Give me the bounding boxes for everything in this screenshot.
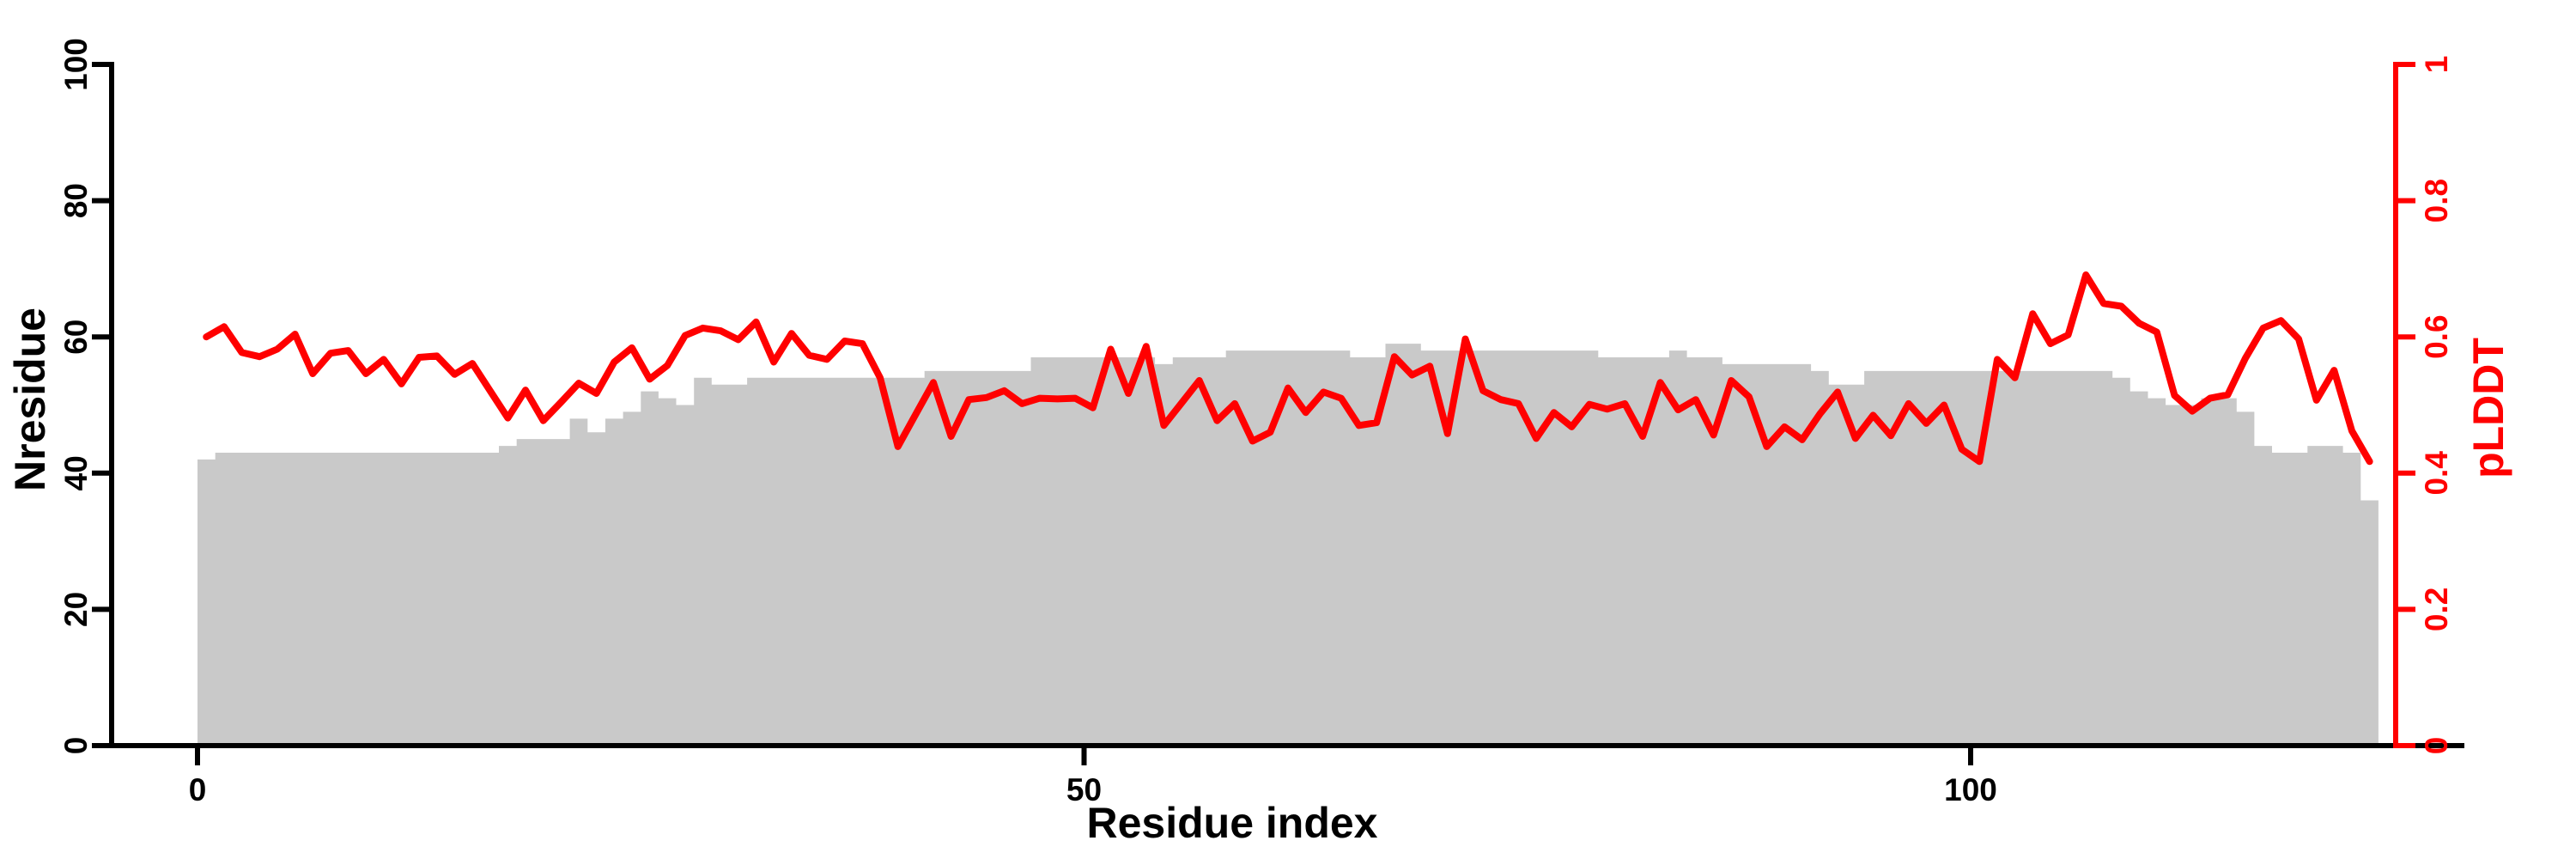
x-tick-label: 50: [1066, 772, 1102, 807]
y-right-tick-label: 1: [2419, 56, 2454, 74]
x-axis-title: Residue index: [1087, 799, 1378, 847]
y-left-axis-title: Nresidue: [6, 308, 54, 491]
nresidue-bars: [197, 344, 2379, 746]
y-left-tick-label: 80: [58, 183, 94, 218]
y-right-tick-label: 0: [2419, 737, 2454, 755]
y-right-tick-label: 0.4: [2419, 451, 2454, 496]
y-left-tick-label: 60: [58, 320, 94, 355]
y-left-tick-label: 40: [58, 455, 94, 490]
y-right-tick-label: 0.8: [2419, 179, 2454, 222]
y-left-tick-label: 100: [58, 38, 94, 91]
y-right-axis-title: pLDDT: [2464, 338, 2512, 478]
x-tick-label: 100: [1944, 772, 1997, 807]
y-right-tick-label: 0.2: [2419, 588, 2454, 631]
x-tick-label: 0: [189, 772, 207, 807]
y-right-tick-label: 0.6: [2419, 314, 2454, 358]
y-left-tick-label: 20: [58, 592, 94, 627]
plddt-line: [203, 271, 2373, 466]
y-left-tick-label: 0: [58, 737, 94, 755]
